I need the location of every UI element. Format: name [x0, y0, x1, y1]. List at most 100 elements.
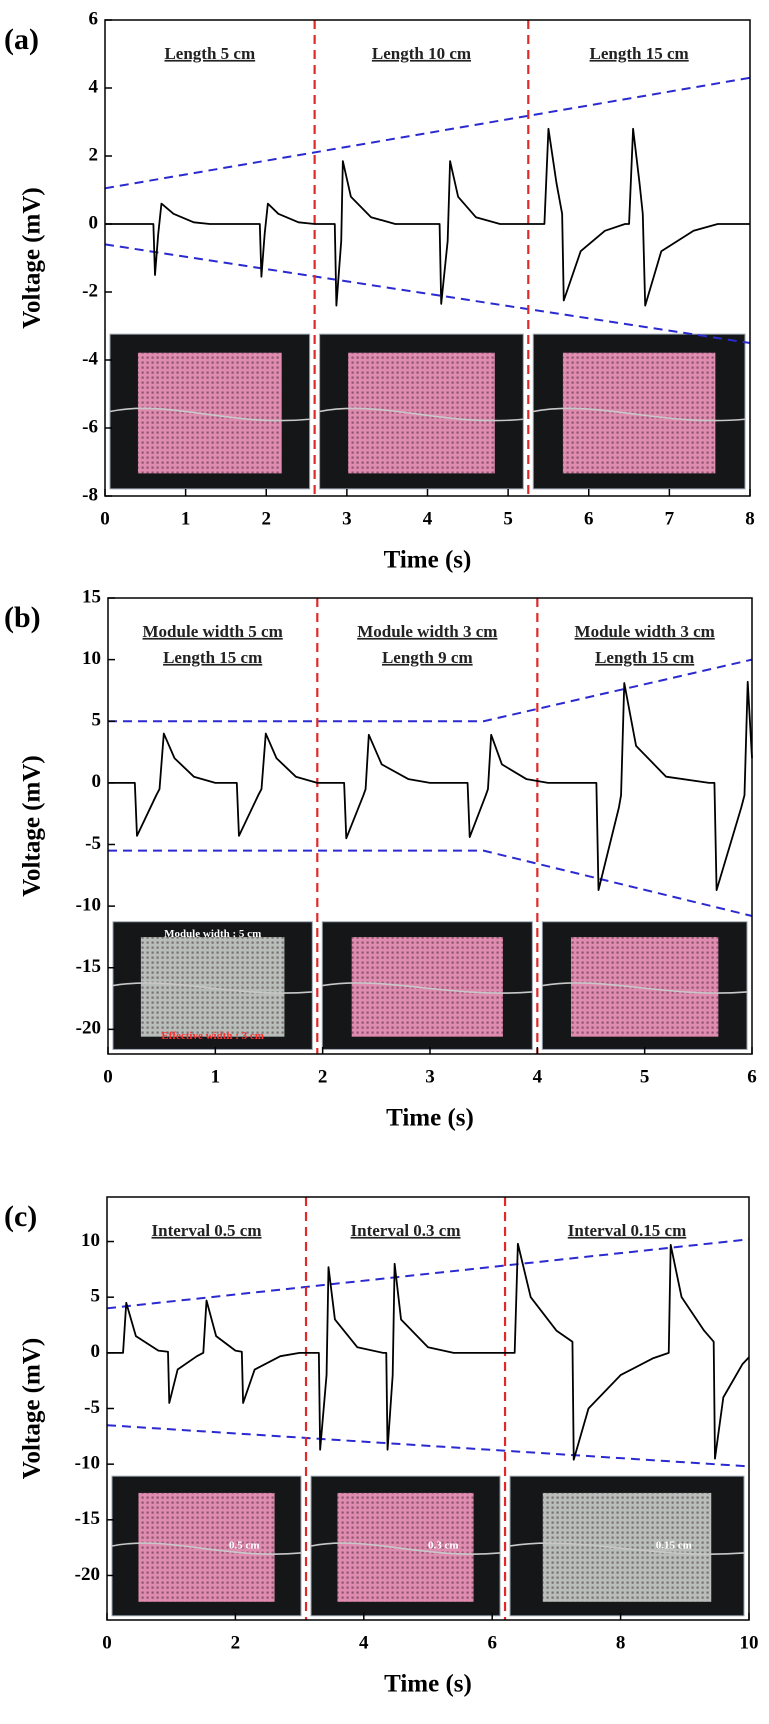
- voltage-trace: [105, 127, 750, 307]
- section-label: Length 15 cm: [163, 648, 262, 667]
- x-tick-label: 1: [211, 1066, 221, 1087]
- y-axis-label: Voltage (mV): [19, 1338, 46, 1479]
- fabric-mesh: [562, 352, 716, 474]
- x-tick-label: 0: [102, 1632, 112, 1653]
- y-tick-label: 5: [92, 710, 102, 731]
- section-label: Length 15 cm: [595, 648, 694, 667]
- y-tick-label: 5: [91, 1286, 101, 1307]
- inset-label: Effective width : 3 cm: [161, 1030, 264, 1042]
- panel-label: (a): [4, 23, 39, 56]
- y-tick-label: 6: [89, 8, 99, 29]
- x-tick-label: 3: [425, 1066, 435, 1087]
- y-tick-label: -5: [84, 1397, 100, 1418]
- y-tick-label: -2: [82, 280, 98, 301]
- envelope-line: [104, 76, 751, 190]
- fabric-mesh: [140, 937, 285, 1037]
- x-tick-label: 0: [100, 508, 110, 529]
- y-tick-label: -4: [82, 348, 98, 369]
- envelope-line: [104, 243, 751, 344]
- inset-label: 0.3 cm: [428, 1540, 459, 1552]
- x-tick-label: 6: [584, 508, 594, 529]
- section-label: Interval 0.15 cm: [568, 1221, 687, 1240]
- section-label: Length 10 cm: [372, 44, 471, 63]
- x-axis-label: Time (s): [386, 1105, 474, 1132]
- x-tick-label: 6: [747, 1066, 757, 1087]
- y-tick-label: 4: [89, 76, 99, 97]
- x-axis-label: Time (s): [384, 1671, 472, 1698]
- y-tick-label: -15: [76, 956, 101, 977]
- inset-label: Module width : 5 cm: [164, 928, 261, 940]
- x-tick-label: 6: [487, 1632, 497, 1653]
- section-label: Module width 5 cm: [143, 622, 283, 641]
- x-tick-label: 8: [745, 508, 755, 529]
- section-label: Length 15 cm: [590, 44, 689, 63]
- y-tick-label: -20: [75, 1564, 100, 1585]
- wire: [112, 982, 313, 994]
- envelope-line: [106, 1238, 750, 1310]
- x-tick-label: 1: [181, 508, 191, 529]
- inset-label: 0.15 cm: [656, 1540, 692, 1552]
- y-tick-label: -15: [75, 1508, 100, 1529]
- x-tick-label: 8: [616, 1632, 626, 1653]
- panel-label: (b): [4, 601, 41, 634]
- y-tick-label: -6: [82, 416, 98, 437]
- envelope-line: [108, 658, 753, 723]
- section-label: Length 9 cm: [382, 648, 473, 667]
- y-tick-label: 15: [82, 586, 101, 607]
- x-tick-label: 0: [103, 1066, 113, 1087]
- fabric-mesh: [542, 1492, 712, 1602]
- fabric-mesh: [337, 1492, 474, 1602]
- y-tick-label: 10: [82, 648, 101, 669]
- section-label: Module width 3 cm: [575, 622, 715, 641]
- wire: [109, 407, 310, 422]
- panel-label: (c): [4, 1200, 37, 1233]
- y-tick-label: 0: [91, 1341, 101, 1362]
- section-label: Length 5 cm: [164, 44, 255, 63]
- y-tick-label: -8: [82, 484, 98, 505]
- section-label: Interval 0.3 cm: [351, 1221, 461, 1240]
- fabric-mesh: [138, 1492, 275, 1602]
- x-tick-label: 10: [740, 1632, 759, 1653]
- x-tick-label: 5: [503, 508, 513, 529]
- x-tick-label: 3: [342, 508, 352, 529]
- x-tick-label: 2: [231, 1632, 241, 1653]
- y-axis-label: Voltage (mV): [19, 755, 46, 896]
- wire: [542, 982, 748, 994]
- envelope-line: [106, 1424, 750, 1468]
- x-axis-label: Time (s): [384, 547, 472, 574]
- y-tick-label: -20: [76, 1018, 101, 1039]
- voltage-trace: [107, 1242, 750, 1461]
- x-tick-label: 5: [640, 1066, 650, 1087]
- x-tick-label: 4: [533, 1066, 543, 1087]
- fabric-mesh: [348, 352, 495, 474]
- fabric-mesh: [351, 937, 503, 1037]
- y-tick-label: -10: [75, 1453, 100, 1474]
- section-label: Interval 0.5 cm: [152, 1221, 262, 1240]
- x-tick-label: 4: [359, 1632, 369, 1653]
- x-tick-label: 2: [318, 1066, 328, 1087]
- wire: [322, 982, 533, 994]
- inset-label: 0.5 cm: [229, 1540, 260, 1552]
- section-label: Module width 3 cm: [357, 622, 497, 641]
- y-axis-label: Voltage (mV): [19, 187, 46, 328]
- voltage-trace: [108, 680, 753, 891]
- y-tick-label: -10: [76, 894, 101, 915]
- envelope-line: [108, 849, 753, 917]
- x-tick-label: 7: [665, 508, 675, 529]
- fabric-mesh: [570, 937, 719, 1037]
- y-tick-label: 0: [92, 771, 102, 792]
- y-tick-label: -5: [85, 833, 101, 854]
- wire: [310, 1542, 501, 1555]
- wire: [319, 407, 524, 422]
- x-tick-label: 2: [262, 508, 272, 529]
- wire: [533, 407, 746, 422]
- wire: [509, 1542, 745, 1555]
- wire: [111, 1542, 302, 1555]
- y-tick-label: 10: [81, 1230, 100, 1251]
- x-tick-label: 4: [423, 508, 433, 529]
- y-tick-label: 2: [89, 144, 99, 165]
- fabric-mesh: [137, 352, 282, 474]
- y-tick-label: 0: [89, 212, 99, 233]
